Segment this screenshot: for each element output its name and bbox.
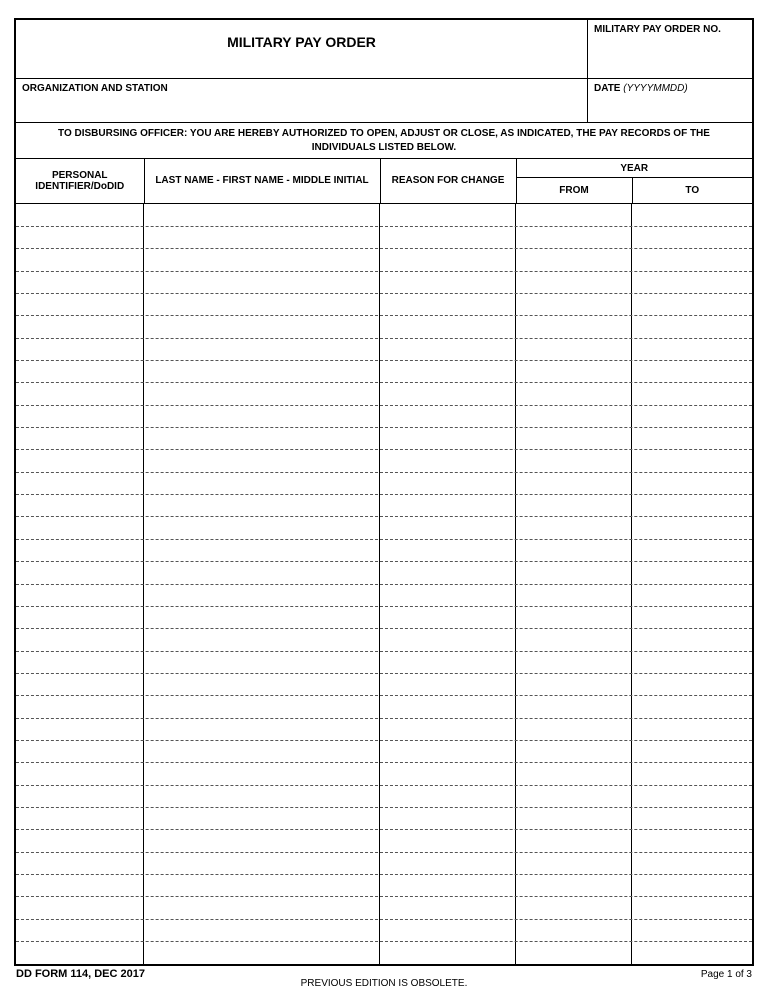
header-from: FROM — [516, 178, 632, 203]
header-to: TO — [632, 178, 752, 203]
column-headers: PERSONAL IDENTIFIER/DoDID LAST NAME - FI… — [16, 159, 752, 204]
date-label-cell: DATE (YYYYMMDD) — [587, 79, 752, 122]
order-no-label: MILITARY PAY ORDER NO. — [587, 20, 752, 78]
date-label: DATE — [594, 83, 620, 94]
grid-col-from — [516, 204, 632, 964]
organization-label: ORGANIZATION AND STATION — [16, 79, 587, 122]
date-format: (YYYYMMDD) — [623, 83, 687, 94]
grid-col-to — [632, 204, 752, 964]
header-name: LAST NAME - FIRST NAME - MIDDLE INITIAL — [144, 159, 380, 203]
header-year: YEAR — [516, 159, 752, 178]
data-grid — [16, 204, 752, 964]
form-container: MILITARY PAY ORDER MILITARY PAY ORDER NO… — [14, 18, 754, 966]
grid-col-reason — [380, 204, 516, 964]
top-row: MILITARY PAY ORDER MILITARY PAY ORDER NO… — [16, 20, 752, 79]
header-reason: REASON FOR CHANGE — [380, 159, 516, 203]
second-row: ORGANIZATION AND STATION DATE (YYYYMMDD) — [16, 79, 752, 123]
form-footer: DD FORM 114, DEC 2017 Page 1 of 3 PREVIO… — [14, 966, 754, 980]
form-title: MILITARY PAY ORDER — [16, 20, 587, 78]
footer-edition-note: PREVIOUS EDITION IS OBSOLETE. — [14, 978, 754, 989]
instruction-text: TO DISBURSING OFFICER: YOU ARE HEREBY AU… — [16, 123, 752, 159]
grid-col-name — [144, 204, 380, 964]
grid-col-personal-id — [16, 204, 144, 964]
header-personal-id: PERSONAL IDENTIFIER/DoDID — [16, 159, 144, 203]
